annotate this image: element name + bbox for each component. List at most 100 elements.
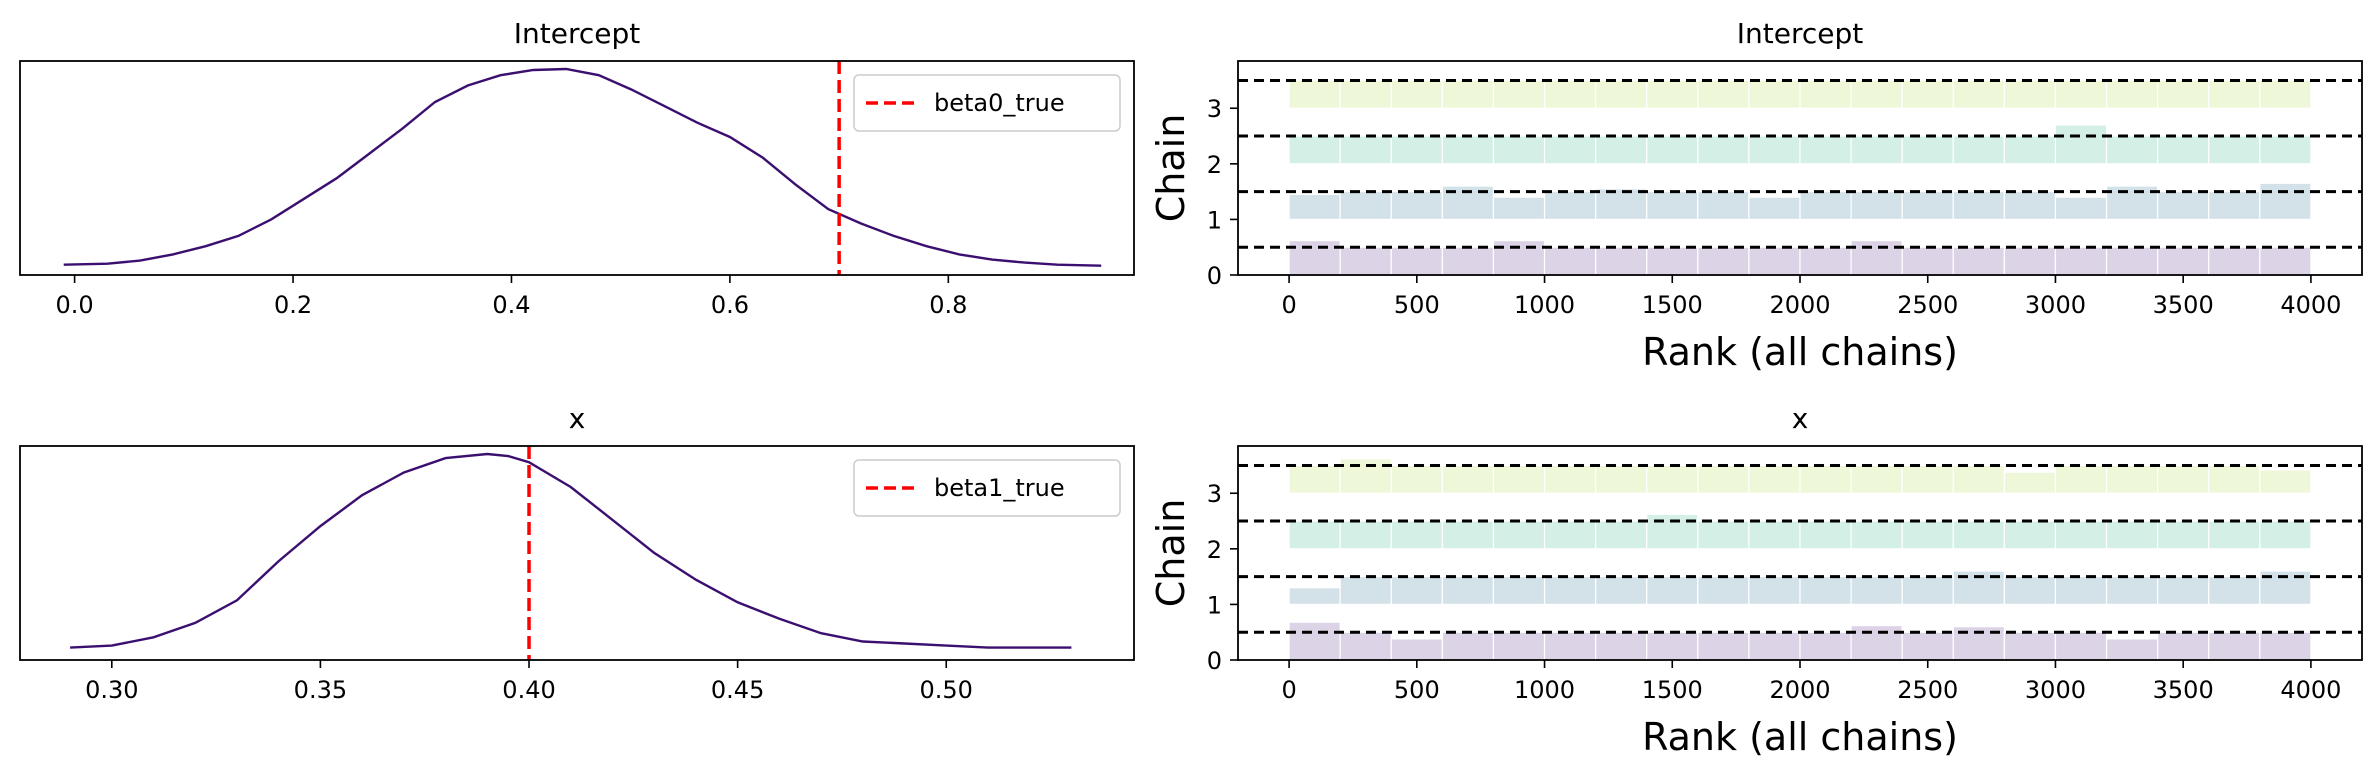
panel-title: Intercept <box>514 17 641 50</box>
rank-bar <box>1288 193 1341 221</box>
rank-bar <box>1850 576 1903 606</box>
x-tick-label: 500 <box>1394 291 1440 319</box>
kde-panel-2: x 0.30 0.35 0.40 0.45 0.50 beta1_true <box>19 402 1135 704</box>
rank-bar <box>1901 191 1954 221</box>
panel-title: x <box>1792 402 1809 435</box>
rank-bar <box>1595 79 1648 109</box>
rank-bar <box>1952 79 2005 109</box>
rank-bar <box>1288 79 1341 109</box>
rank-bar <box>1595 520 1648 550</box>
rank-bar <box>1799 79 1852 109</box>
rank-bar <box>1646 246 1699 276</box>
y-axis-label: Chain <box>1149 114 1193 223</box>
rank-bar <box>1748 464 1801 494</box>
rank-bar <box>1492 631 1546 661</box>
density-curve <box>70 452 1072 649</box>
rank-bar <box>1390 520 1443 550</box>
y-tick-label: 0 <box>1207 262 1222 290</box>
legend: beta1_true <box>853 459 1121 517</box>
rank-bar <box>1595 188 1648 221</box>
rank-bar <box>1748 135 1801 165</box>
rank-bar <box>2003 191 2057 221</box>
rank-bar <box>1901 135 1954 165</box>
rank-bar <box>1646 135 1699 165</box>
x-tick-label: 0.40 <box>502 676 555 704</box>
legend-box <box>853 74 1121 132</box>
rank-bar <box>2208 135 2261 165</box>
rank-bar <box>2003 135 2057 165</box>
rank-bar <box>1441 520 1495 550</box>
rank-bar <box>1390 135 1443 165</box>
panel-title: x <box>569 402 586 435</box>
rank-bar <box>2105 464 2159 494</box>
rank-bar <box>2208 246 2261 276</box>
x-tick-label: 0 <box>1281 291 1296 319</box>
rank-bar <box>2208 79 2261 109</box>
rank-bar <box>1850 191 1903 221</box>
rank-bar <box>1492 239 1546 276</box>
rank-bar <box>2105 576 2159 606</box>
x-tick-label: 3000 <box>2025 676 2086 704</box>
chain-0-bars <box>1288 239 2312 276</box>
rank-bar <box>2054 246 2108 276</box>
rank-bar <box>1901 520 1954 550</box>
chain-2-bars <box>1288 513 2312 550</box>
rank-bar <box>1697 79 1750 109</box>
rank-bar <box>1543 191 1597 221</box>
rank-bar <box>1850 135 1903 165</box>
rank-bar <box>1339 631 1392 661</box>
rank-bar <box>1543 79 1597 109</box>
rank-bar <box>2105 185 2159 221</box>
rank-bar <box>1697 246 1750 276</box>
rank-bar <box>1646 79 1699 109</box>
x-tick-label: 3500 <box>2153 676 2214 704</box>
rank-bar <box>2157 631 2210 661</box>
rank-bar <box>1901 576 1954 606</box>
x-tick-label: 0.0 <box>56 291 94 319</box>
rank-bar <box>1288 135 1341 165</box>
rank-bar <box>2054 576 2108 606</box>
rank-bar <box>2157 135 2210 165</box>
rank-bar <box>1952 246 2005 276</box>
rank-bar <box>2003 631 2057 661</box>
rank-bar <box>2157 464 2210 494</box>
x-tick-label: 1500 <box>1642 676 1703 704</box>
chain-2-bars <box>1288 124 2312 165</box>
rank-bar <box>1595 135 1648 165</box>
rank-bar <box>1492 464 1546 494</box>
rank-bar <box>1952 135 2005 165</box>
rank-bar <box>2157 191 2210 221</box>
rank-bar <box>1492 196 1546 221</box>
y-tick-label: 0 <box>1207 647 1222 675</box>
rank-bar <box>1390 638 1443 661</box>
x-tick-label: 2000 <box>1769 291 1830 319</box>
x-tick-label: 3000 <box>2025 291 2086 319</box>
rank-bar <box>1799 520 1852 550</box>
rank-panel-3: x 0 500 1000 1500 2000 2500 3000 3500 4000 0 1 2 3 Ran… <box>1149 402 2363 759</box>
rank-bar <box>1850 520 1903 550</box>
rank-bar <box>1901 464 1954 494</box>
y-tick-label: 1 <box>1207 591 1222 619</box>
rank-bar <box>2259 520 2312 550</box>
rank-bar <box>2054 520 2108 550</box>
rank-bar <box>1850 239 1903 276</box>
rank-bar <box>2208 576 2261 606</box>
rank-bar <box>2003 246 2057 276</box>
chain-3-bars <box>1288 79 2312 109</box>
rank-bar <box>1288 621 1341 661</box>
rank-bar <box>1543 246 1597 276</box>
rank-bar <box>2208 631 2261 661</box>
rank-bar <box>2259 469 2312 494</box>
rank-bar <box>2105 520 2159 550</box>
rank-bar <box>1441 631 1495 661</box>
rank-bar <box>2003 471 2057 494</box>
rank-bar <box>1339 246 1392 276</box>
y-tick-label: 2 <box>1207 536 1222 564</box>
x-tick-label: 0.30 <box>85 676 138 704</box>
rank-bar <box>1339 191 1392 221</box>
rank-bar <box>1390 576 1443 606</box>
rank-bar <box>1595 576 1648 606</box>
x-tick-label: 3500 <box>2153 291 2214 319</box>
x-tick-label: 0.6 <box>711 291 749 319</box>
x-tick-label: 0.50 <box>920 676 973 704</box>
